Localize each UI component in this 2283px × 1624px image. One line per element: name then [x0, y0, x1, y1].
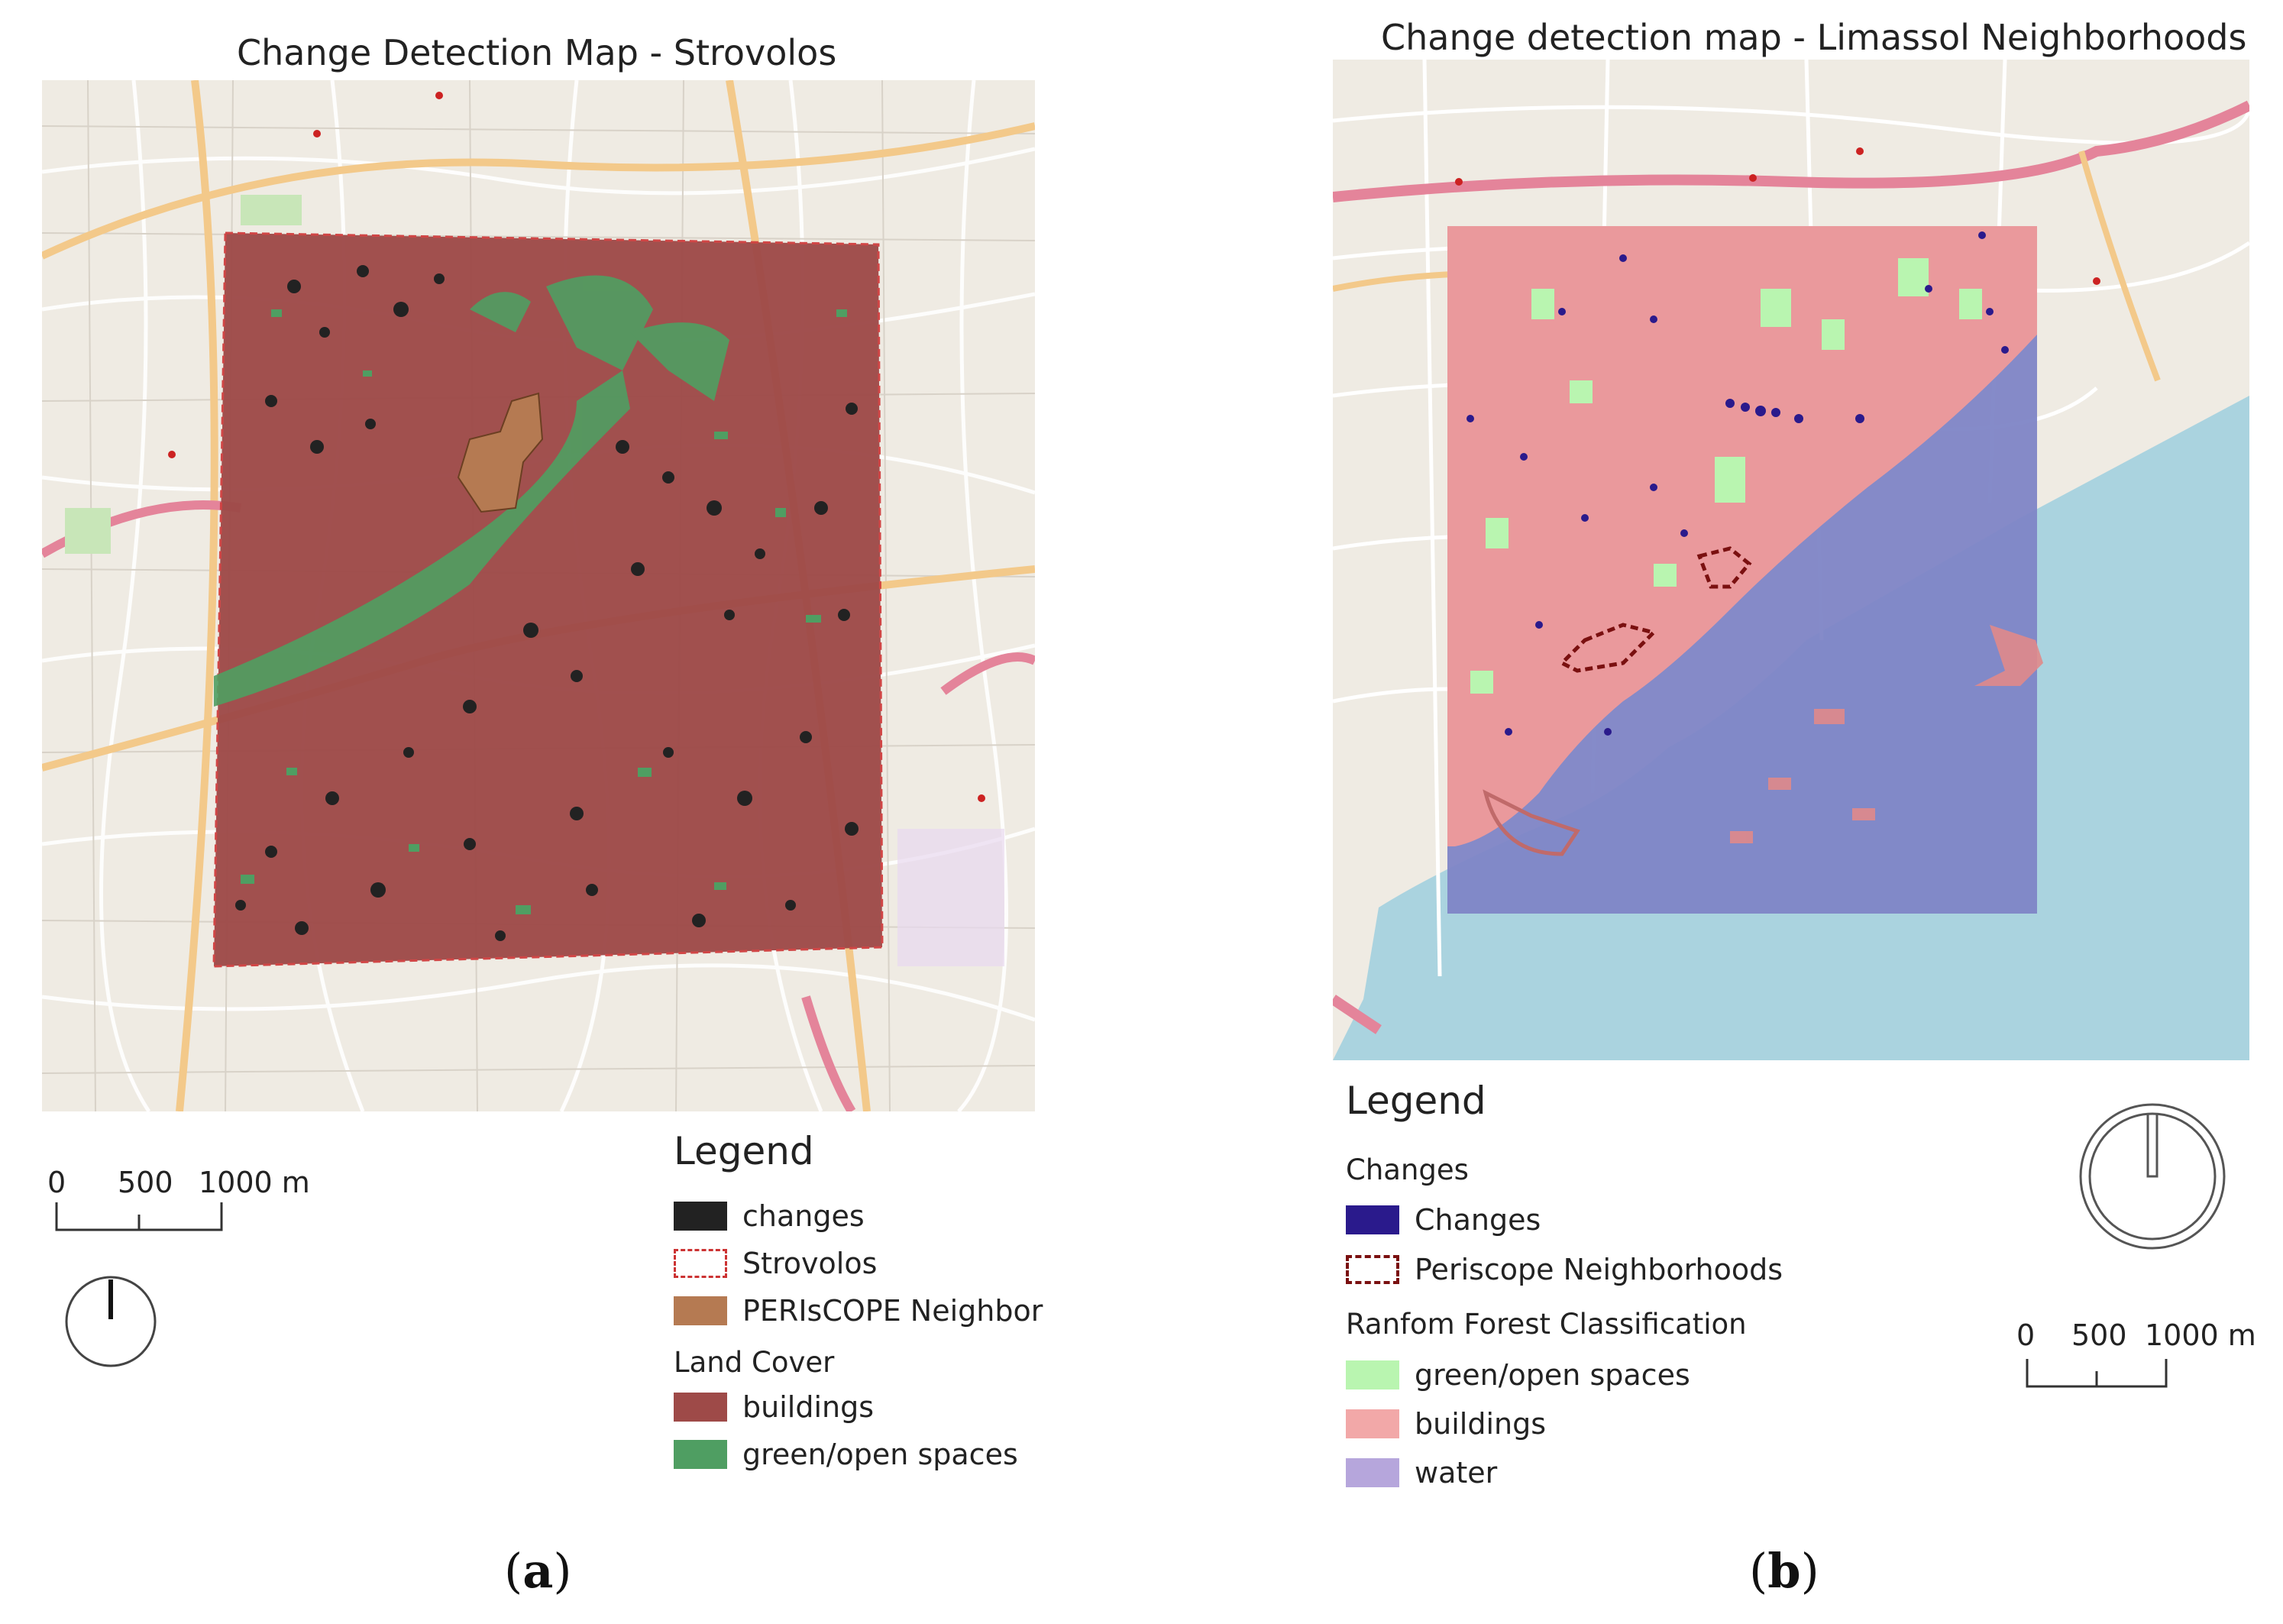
scale-tick-label: 500 — [2071, 1318, 2127, 1352]
legend-swatch — [674, 1249, 727, 1278]
panel-label-a: (a) — [504, 1543, 572, 1599]
legend-swatch — [1346, 1409, 1399, 1438]
scale-tick-label: 0 — [2016, 1318, 2036, 1352]
scale-tick-label: 0 — [47, 1166, 66, 1199]
scale-bar — [55, 1202, 223, 1231]
legend-item-changes: changes — [674, 1199, 865, 1233]
panel-label-paren-open: ( — [1749, 1543, 1768, 1599]
legend-item-buildings: buildings — [674, 1390, 874, 1424]
panel-label-b: (b) — [1749, 1543, 1819, 1599]
legend-swatch — [1346, 1255, 1399, 1284]
legend-label: buildings — [1415, 1407, 1547, 1441]
north-arrow-icon — [65, 1276, 157, 1367]
limassol-map[interactable] — [1333, 60, 2249, 1060]
scale-tick-label: 1000 m — [2145, 1318, 2256, 1352]
legend-title: Legend — [1346, 1079, 1486, 1123]
strovolos-map[interactable] — [42, 80, 1035, 1111]
panel-label-letter: a — [522, 1543, 554, 1599]
limassol-map-canvas — [1333, 60, 2249, 1060]
legend-label: Strovolos — [742, 1247, 878, 1280]
legend-item-strovolos: Strovolos — [674, 1247, 877, 1280]
legend-item-buildings: buildings — [1346, 1407, 1546, 1441]
legend-swatch — [1346, 1205, 1399, 1234]
legend-swatch — [674, 1440, 727, 1469]
legend-item-changes: Changes — [1346, 1203, 1541, 1237]
legend-swatch — [674, 1202, 727, 1231]
legend-title: Legend — [674, 1129, 814, 1173]
legend-item-periscope: Periscope Neighborhoods — [1346, 1253, 1783, 1286]
scale-tick-label: 1000 m — [199, 1166, 310, 1199]
legend-label: buildings — [742, 1390, 875, 1424]
legend-group-title: Ranfom Forest Classification — [1346, 1308, 1747, 1341]
legend-item-water: water — [1346, 1456, 1497, 1490]
legend-group-title: Changes — [1346, 1153, 1469, 1186]
legend-item-green: green/open spaces — [674, 1438, 1018, 1471]
map-title: Change Detection Map - Strovolos — [237, 32, 837, 73]
panel-label-paren-close: ) — [1800, 1543, 1819, 1599]
legend-label: Changes — [1415, 1203, 1541, 1237]
panel-label-letter: b — [1767, 1543, 1801, 1599]
legend-label: PERIsCOPE Neighbor — [742, 1294, 1043, 1328]
strovolos-map-canvas — [42, 80, 1035, 1111]
panel-label-paren-open: ( — [504, 1543, 523, 1599]
map-title: Change detection map - Limassol Neighbor… — [1381, 17, 2247, 58]
legend-label: changes — [742, 1199, 865, 1233]
legend-swatch — [1346, 1458, 1399, 1487]
legend-swatch — [1346, 1360, 1399, 1389]
scale-bar — [2026, 1359, 2168, 1388]
legend-item-periscope: PERIsCOPE Neighbor — [674, 1294, 1043, 1328]
scale-tick-label: 500 — [118, 1166, 173, 1199]
panel-label-paren-close: ) — [553, 1543, 572, 1599]
legend-label: green/open spaces — [1415, 1358, 1690, 1392]
legend-label: Periscope Neighborhoods — [1415, 1253, 1783, 1286]
north-arrow-icon — [2079, 1103, 2226, 1250]
legend-item-green: green/open spaces — [1346, 1358, 1690, 1392]
legend-label: green/open spaces — [742, 1438, 1018, 1471]
legend-group-title: Land Cover — [674, 1346, 835, 1379]
legend-label: water — [1415, 1456, 1498, 1490]
legend-swatch — [674, 1393, 727, 1422]
legend-swatch — [674, 1296, 727, 1325]
